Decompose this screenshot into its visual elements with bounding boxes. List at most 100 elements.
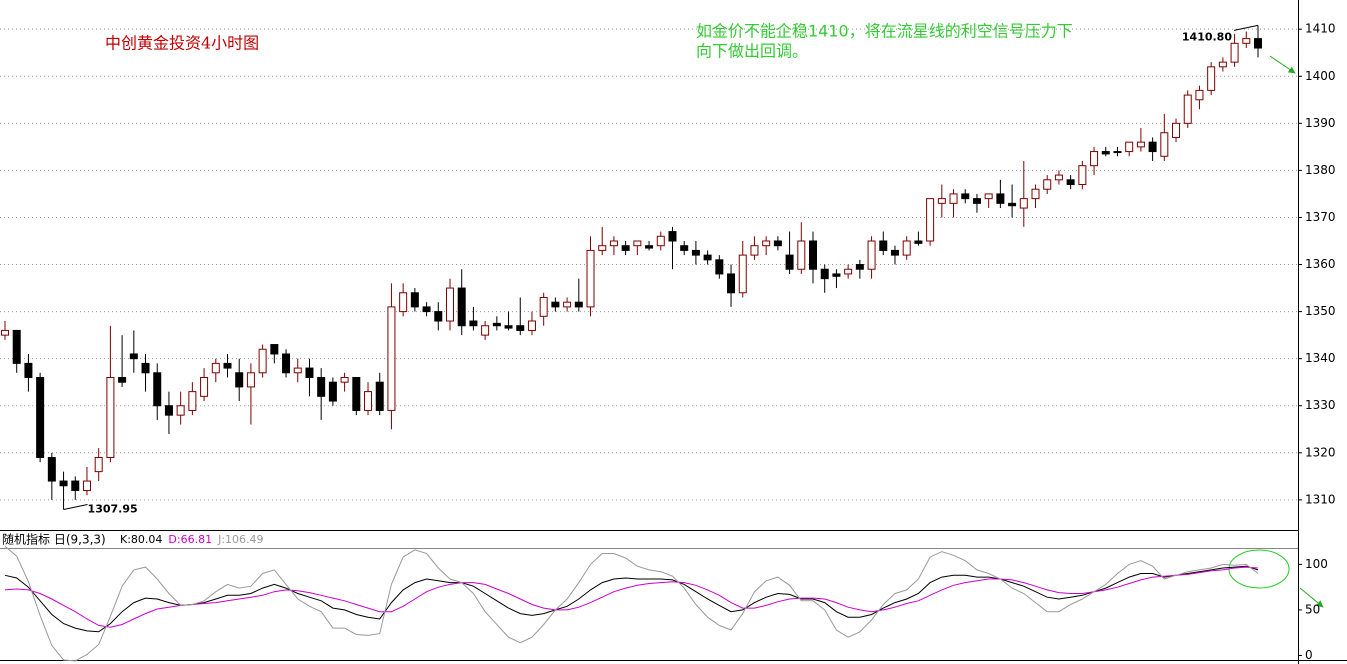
candle-body	[352, 376, 361, 411]
candle-body	[645, 245, 654, 249]
candle-body	[926, 198, 935, 242]
candle-body	[551, 301, 560, 308]
candle-body	[1254, 38, 1262, 49]
readout-label: K:80.04	[120, 533, 162, 546]
annotation: 如金价不能企稳1410，将在流星线的利空信号压力下	[696, 22, 1073, 41]
candle-body	[1, 329, 9, 336]
candle-body	[855, 264, 864, 270]
marker-label: 1307.95	[88, 503, 138, 516]
y-tick-label: 1400	[1305, 69, 1336, 83]
y-tick-label: 1390	[1305, 116, 1336, 130]
y-tick-label: 50	[1305, 602, 1320, 616]
candle-body	[1113, 151, 1122, 154]
candle-body	[762, 240, 771, 247]
candle-body	[1218, 61, 1227, 68]
candle-body	[36, 376, 45, 459]
y-tick-label: 1320	[1305, 445, 1336, 459]
y-tick-label: 1410	[1305, 22, 1336, 36]
candle-body	[211, 362, 220, 374]
candle-body	[867, 240, 876, 270]
candle-body	[750, 245, 759, 256]
chart-title: 中创黄金投资4小时图	[105, 34, 259, 53]
candle-body	[1019, 198, 1028, 209]
candle-body	[293, 367, 302, 374]
arrow	[1269, 55, 1296, 74]
candle-body	[469, 320, 478, 327]
candle-body	[12, 329, 21, 364]
candle-body	[246, 372, 255, 388]
candle-body	[1160, 132, 1169, 157]
candle-body	[457, 287, 466, 327]
candle-body	[961, 193, 970, 200]
candle-body	[282, 353, 291, 374]
candle-body	[996, 193, 1005, 204]
candle-body	[1031, 188, 1040, 200]
indicator-title: 随机指标 日(9,3,3)	[2, 532, 106, 547]
candle-body	[410, 292, 419, 308]
candle-body	[902, 240, 911, 256]
candle-body	[153, 372, 162, 407]
indicator-line	[4, 565, 1259, 633]
candle-body	[715, 259, 724, 275]
candle-body	[879, 240, 888, 251]
candle-body	[1125, 141, 1134, 153]
candle-body	[1195, 89, 1204, 101]
y-tick-label: 1340	[1305, 351, 1336, 365]
candle-body	[527, 320, 536, 331]
candle-body	[223, 362, 232, 369]
y-tick-label: 100	[1305, 557, 1328, 571]
candle-body	[176, 405, 185, 416]
candle-body	[1066, 179, 1075, 186]
y-tick-label: 0	[1305, 648, 1313, 662]
y-tick-label: 1310	[1305, 492, 1336, 506]
candle-body	[1230, 42, 1239, 63]
candle-body	[340, 376, 349, 383]
candle-body	[481, 325, 490, 336]
candle-body	[1101, 151, 1110, 155]
candle-body	[387, 306, 396, 411]
annotation: 向下做出回调。	[696, 42, 808, 61]
candle-body	[972, 198, 981, 204]
candle-body	[574, 301, 583, 308]
marker-line	[63, 504, 88, 511]
candle-body	[24, 362, 33, 378]
candle-body	[317, 376, 326, 397]
candle-body	[1172, 122, 1181, 138]
candle-body	[375, 381, 384, 411]
candle-body	[727, 273, 736, 294]
candle-body	[586, 249, 595, 308]
candle-body	[47, 457, 56, 482]
candle-body	[106, 376, 115, 459]
candle-body	[680, 245, 689, 251]
candle-body	[1136, 141, 1145, 148]
candle-body	[890, 249, 899, 256]
candle-body	[1054, 174, 1063, 181]
candle-body	[82, 480, 91, 491]
candle-body	[914, 240, 923, 244]
candle-body	[621, 245, 630, 251]
candle-body	[738, 254, 747, 294]
candle-body	[71, 480, 80, 491]
arrow	[1299, 587, 1324, 608]
candle-body	[832, 273, 841, 277]
indicator-line	[4, 545, 1259, 662]
candle-body	[937, 198, 946, 204]
candle-body	[797, 240, 806, 270]
candle-body	[516, 325, 525, 331]
candle-body	[844, 268, 853, 275]
candle-body	[399, 292, 408, 313]
candle-body	[504, 325, 513, 329]
candle-body	[1148, 141, 1157, 153]
candle-body	[949, 193, 958, 204]
y-tick-label: 1380	[1305, 163, 1336, 177]
candle-body	[258, 348, 267, 374]
marker-label: 1410.80	[1182, 30, 1232, 43]
y-tick-label: 1350	[1305, 304, 1336, 318]
candle-body	[305, 367, 314, 378]
candle-body	[785, 254, 794, 270]
candle-body	[984, 193, 993, 200]
candle-body	[235, 372, 244, 388]
candle-body	[809, 240, 818, 270]
